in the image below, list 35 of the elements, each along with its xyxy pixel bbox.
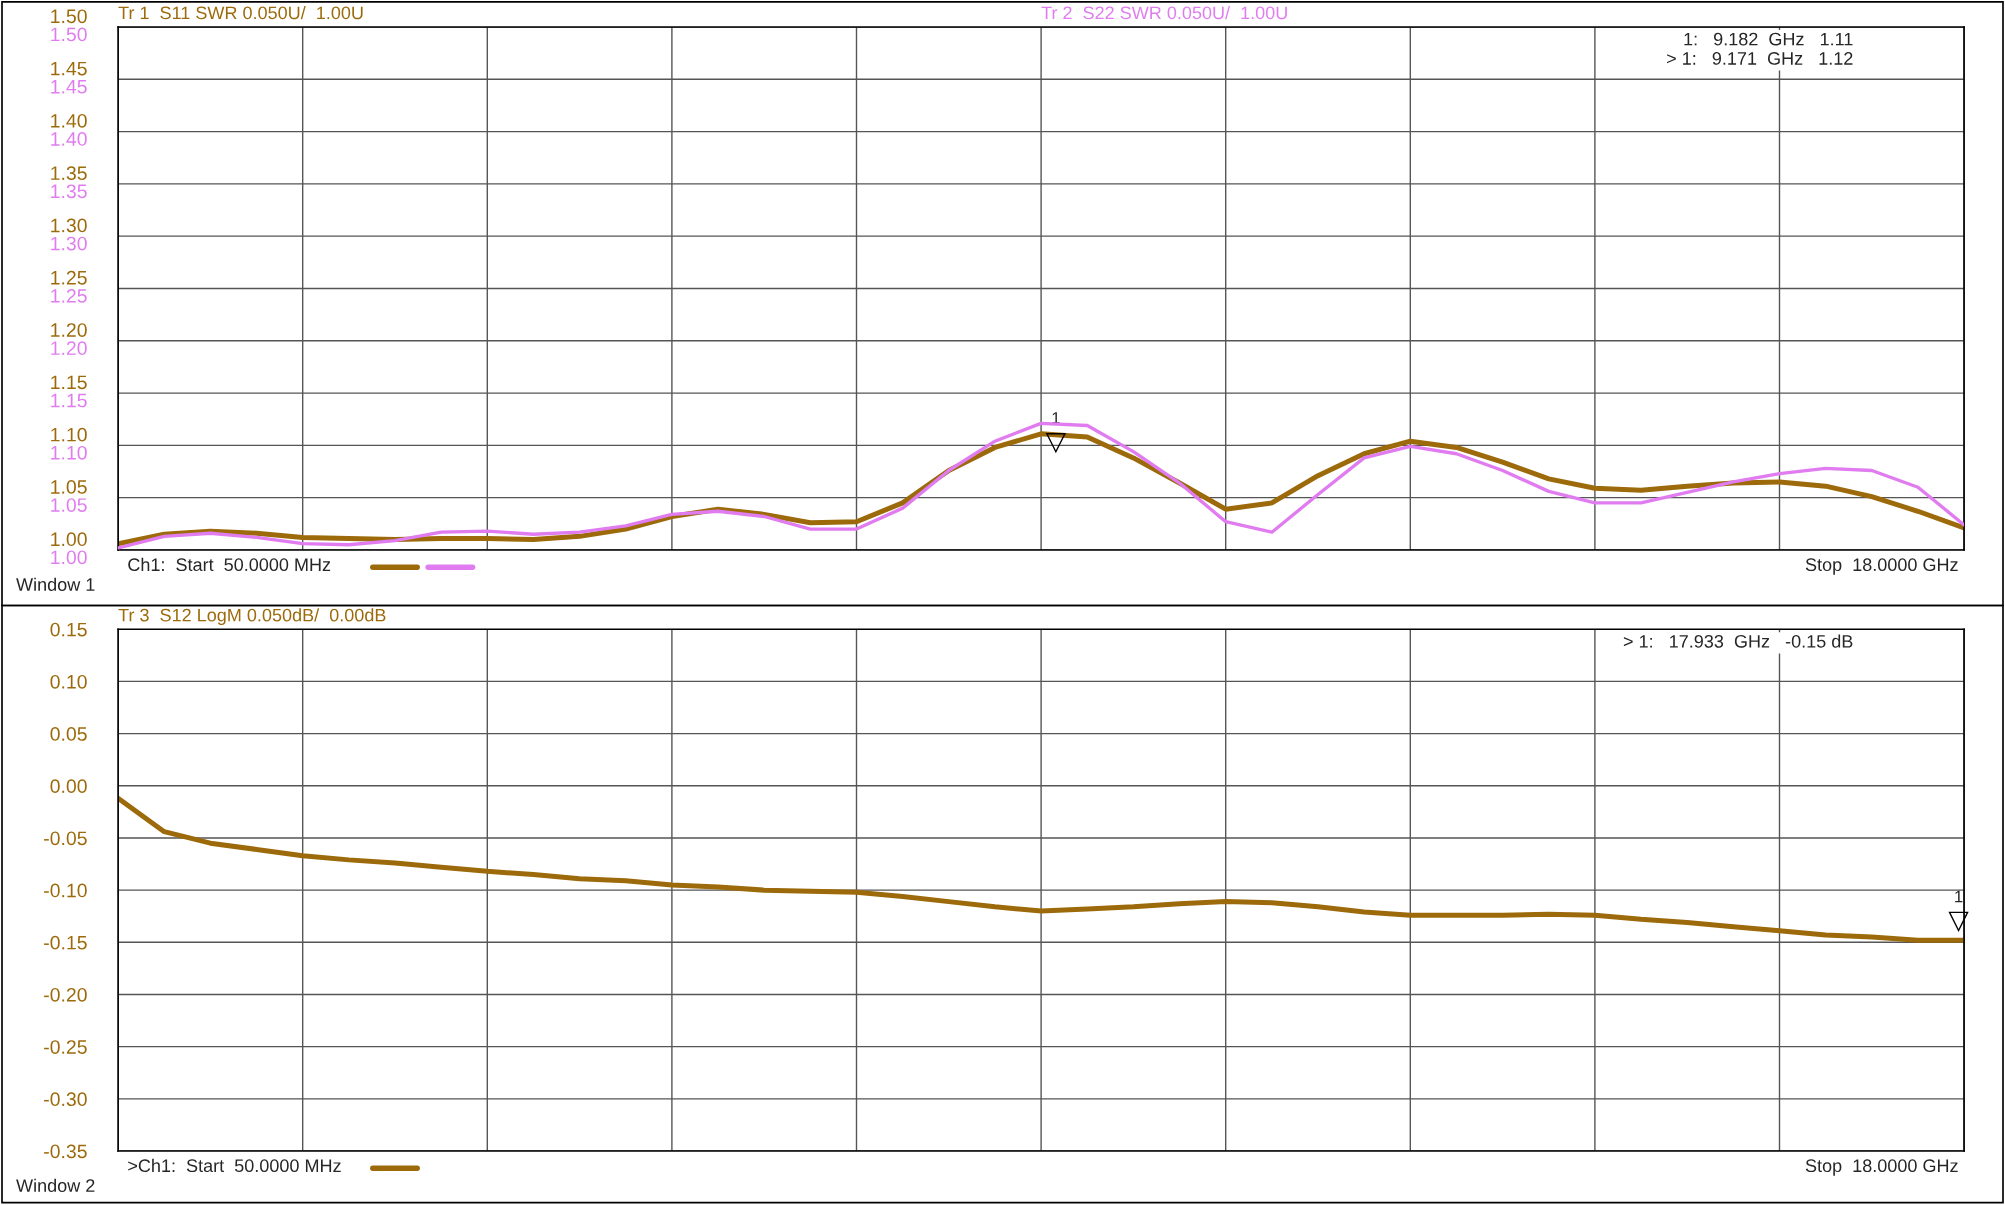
y-tick-label: -0.15 [44, 935, 87, 950]
text: Stop 18.0000 GHz [1805, 558, 1958, 575]
y-tick-label: 1.35 [51, 166, 87, 181]
text: Tr 2 S22 SWR 0.050U/ 1.00U [1041, 5, 1287, 20]
y-tick-label: 0.15 [50, 622, 87, 637]
y-tick-label: 0.10 [50, 674, 87, 689]
y-tick-label: -0.35 [44, 1144, 87, 1159]
y-tick-label: 1.30 [51, 218, 87, 233]
y-tick-label: 1.20 [51, 323, 87, 337]
annotation: 1: 9.182 GHz 1.11 [1684, 32, 1853, 46]
y-tick-label: 1.15 [51, 375, 87, 390]
text: Tr 1 S11 SWR 0.050U/ 1.00U [118, 5, 363, 20]
y-tick-label: 1.05 [51, 480, 87, 494]
text: Stop 18.0000 GHz [1805, 1159, 1958, 1176]
y-tick-label: 1.25 [51, 270, 87, 285]
y-tick-label: -0.20 [44, 987, 87, 1002]
text: Window 1 [16, 577, 95, 591]
y-tick-label: 1.00 [51, 532, 87, 547]
annotation: > 1: 17.933 GHz -0.15 dB [1623, 634, 1853, 648]
text: Ch1: Start 50.0000 MHz [128, 557, 331, 572]
y-tick-label: 0.00 [50, 779, 87, 794]
y-tick-label: -0.10 [44, 883, 87, 898]
annotation: > 1: 9.171 GHz 1.12 [1667, 52, 1853, 65]
y-tick-label: -0.05 [44, 831, 87, 846]
annotation: 1 [1955, 890, 1963, 903]
text: Tr 3 S12 LogM 0.050dB/ 0.00dB [118, 608, 386, 626]
y-tick-label: 1.40 [51, 113, 87, 128]
text: Window 2 [16, 1178, 95, 1193]
y-tick-label: 1.10 [51, 427, 87, 442]
y-tick-label: 0.05 [50, 727, 87, 741]
y-tick-label: 1.50 [51, 9, 87, 24]
text: >Ch1: Start 50.0000 MHz [128, 1158, 341, 1173]
y-tick-label: 1.45 [51, 61, 87, 76]
y-tick-label: -0.25 [44, 1040, 87, 1054]
y-tick-label: -0.30 [44, 1092, 87, 1107]
